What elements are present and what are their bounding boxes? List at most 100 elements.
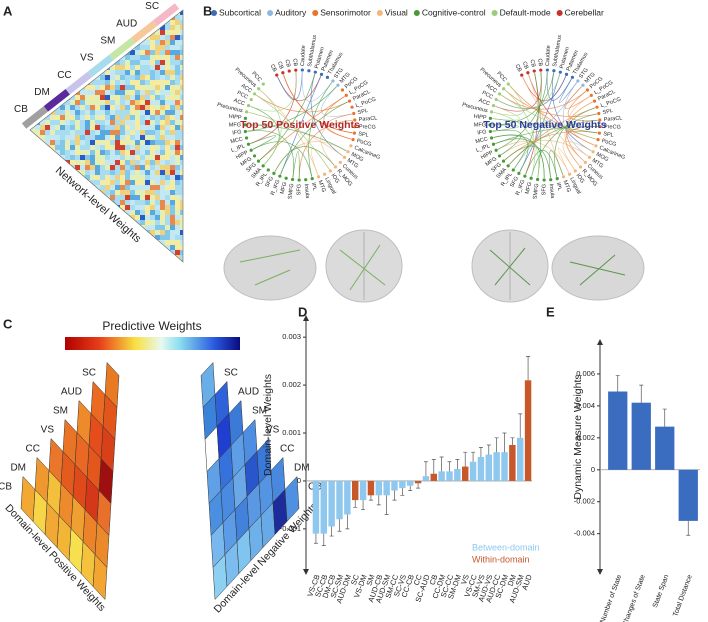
- region-node: [322, 172, 327, 176]
- heatmap-cell: [180, 210, 183, 215]
- heatmap-cell: [50, 250, 55, 255]
- heatmap-cell: [75, 225, 80, 230]
- heatmap-cell: [105, 80, 110, 85]
- bar: [320, 480, 328, 534]
- heatmap-cell: [95, 90, 100, 95]
- heatmap-cell: [115, 185, 120, 190]
- heatmap-cell: [75, 70, 80, 75]
- heatmap-cell: [145, 160, 150, 165]
- heatmap-cell: [95, 25, 100, 30]
- heatmap-cell: [70, 140, 75, 145]
- heatmap-cell: [155, 115, 160, 120]
- heatmap-cell: [85, 120, 90, 125]
- heatmap-cell: [180, 180, 183, 185]
- heatmap-cell: [50, 195, 55, 200]
- region-node: [328, 169, 332, 173]
- heatmap-cell: [105, 10, 110, 15]
- heatmap-cell: [155, 240, 160, 245]
- heatmap-cell: [150, 85, 155, 90]
- heatmap-cell: [50, 45, 55, 50]
- heatmap-cell: [45, 175, 50, 180]
- heatmap-cell: [130, 260, 135, 262]
- heatmap-cell: [85, 170, 90, 175]
- heatmap-cell: [145, 75, 150, 80]
- heatmap-cell: [30, 255, 35, 260]
- heatmap-cell: [135, 150, 140, 155]
- heatmap-cell: [65, 215, 70, 220]
- heatmap-cell: [175, 225, 180, 230]
- heatmap-cell: [120, 125, 125, 130]
- heatmap-cell: [150, 210, 155, 215]
- heatmap-cell: [50, 80, 55, 85]
- heatmap-cell: [180, 175, 183, 180]
- heatmap-cell: [180, 135, 183, 140]
- heatmap-cell: [35, 230, 40, 235]
- region-label: R_IFG: [515, 179, 527, 196]
- chord: [259, 96, 345, 161]
- heatmap-cell: [165, 255, 170, 260]
- heatmap-cell: [85, 65, 90, 70]
- heatmap-cell: [150, 150, 155, 155]
- heatmap-cell: [85, 100, 90, 105]
- heatmap-cell: [175, 165, 180, 170]
- heatmap-cell: [85, 10, 90, 15]
- heatmap-cell: [175, 75, 180, 80]
- heatmap-cell: [180, 215, 183, 220]
- heatmap-cell: [100, 135, 105, 140]
- heatmap-cell: [125, 115, 130, 120]
- heatmap-cell: [100, 105, 105, 110]
- heatmap-cell: [165, 165, 170, 170]
- heatmap-cell: [70, 165, 75, 170]
- heatmap-cell: [120, 100, 125, 105]
- heatmap-cell: [90, 240, 95, 245]
- heatmap-cell: [80, 130, 85, 135]
- error-bar: [408, 485, 413, 491]
- chord: [310, 74, 344, 157]
- network-bar: [131, 20, 158, 44]
- region-node: [529, 176, 533, 180]
- heatmap-cell: [65, 35, 70, 40]
- heatmap-cell: [45, 260, 50, 262]
- bar: [438, 471, 445, 481]
- region-node: [353, 118, 357, 122]
- region-node: [256, 159, 261, 163]
- legend-dot: [491, 10, 498, 16]
- bar: [461, 466, 469, 481]
- heatmap-cell: [155, 120, 160, 125]
- heatmap-cell: [50, 180, 55, 185]
- heatmap-cell: [115, 170, 120, 175]
- region-node: [252, 154, 257, 158]
- heatmap-cell: [75, 250, 80, 255]
- region-node: [350, 105, 354, 109]
- heatmap-cell: [140, 160, 145, 165]
- heatmap-cell: [85, 145, 90, 150]
- heatmap-cell: [130, 75, 135, 80]
- region-node: [284, 176, 288, 180]
- region-label: ParaCL: [359, 115, 378, 123]
- heatmap-cell: [95, 105, 100, 110]
- heatmap-cell: [150, 180, 155, 185]
- heatmap-cell: [70, 60, 75, 65]
- region-node: [304, 178, 308, 182]
- heatmap-cell: [165, 120, 170, 125]
- heatmap-cell: [180, 15, 183, 20]
- heatmap-cell: [85, 130, 90, 135]
- heatmap-border: [29, 9, 184, 263]
- heatmap-cell: [125, 165, 130, 170]
- heatmap-cell: [95, 75, 100, 80]
- heatmap-cell: [105, 20, 110, 25]
- heatmap-cell: [70, 35, 75, 40]
- heatmap-cell: [105, 255, 110, 260]
- heatmap-cell: [35, 50, 40, 55]
- heatmap-cell: [50, 200, 55, 205]
- heatmap-cell: [145, 85, 150, 90]
- heatmap-cell: [175, 150, 180, 155]
- heatmap-cell: [120, 160, 125, 165]
- heatmap-cell: [50, 210, 55, 215]
- heatmap-cell: [175, 110, 180, 115]
- heatmap-cell: [30, 25, 35, 30]
- heatmap-cell: [65, 235, 70, 240]
- heatmap-cell: [60, 215, 65, 220]
- heatmap-cell: [155, 185, 160, 190]
- heatmap-cell: [45, 255, 50, 260]
